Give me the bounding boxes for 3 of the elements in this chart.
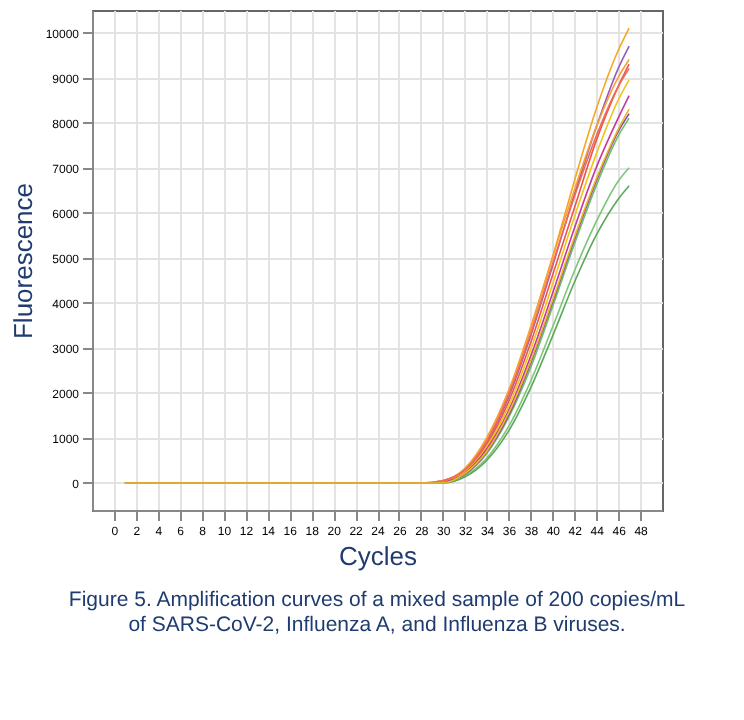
y-axis-title: Fluorescence <box>7 182 38 340</box>
x-axis-title: Cycles <box>338 541 418 571</box>
caption: Figure 5. Amplification curves of a mixed sample of 200 copies/mL of SARS-CoV-2, Influenza A, and Influenza B viruses. <box>68 588 686 637</box>
